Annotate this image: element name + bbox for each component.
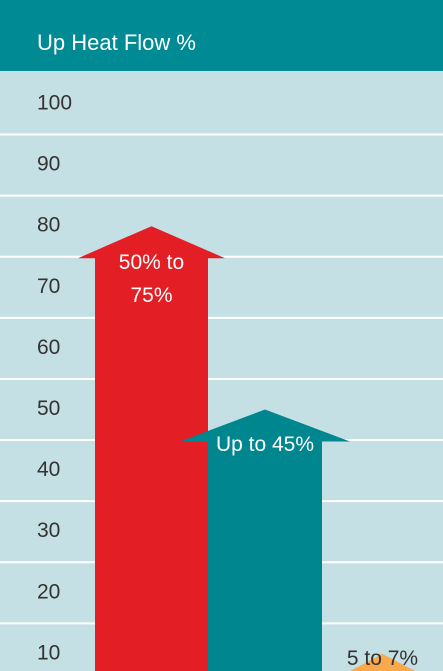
header-bar xyxy=(0,0,443,71)
arrow-label: Up to 45% xyxy=(215,432,315,456)
arrow xyxy=(180,409,350,671)
y-tick-label: 80 xyxy=(37,214,60,237)
arrow-label: 5 to 7% xyxy=(346,646,419,670)
y-tick-label: 60 xyxy=(37,336,60,359)
arrow xyxy=(350,653,415,671)
chart-title: Up Heat Flow % xyxy=(37,30,196,55)
y-tick-label: 90 xyxy=(37,153,60,176)
y-tick-label: 10 xyxy=(37,641,60,664)
y-tick-label: 50 xyxy=(37,397,60,420)
arrow xyxy=(78,226,225,671)
y-tick-label: 40 xyxy=(37,458,60,481)
y-tick-label: 30 xyxy=(37,519,60,542)
y-tick-label: 20 xyxy=(37,580,60,603)
arrow-label: 50% to 75% xyxy=(118,251,185,308)
y-tick-label: 70 xyxy=(37,275,60,298)
y-tick-label: 100 xyxy=(37,92,72,115)
